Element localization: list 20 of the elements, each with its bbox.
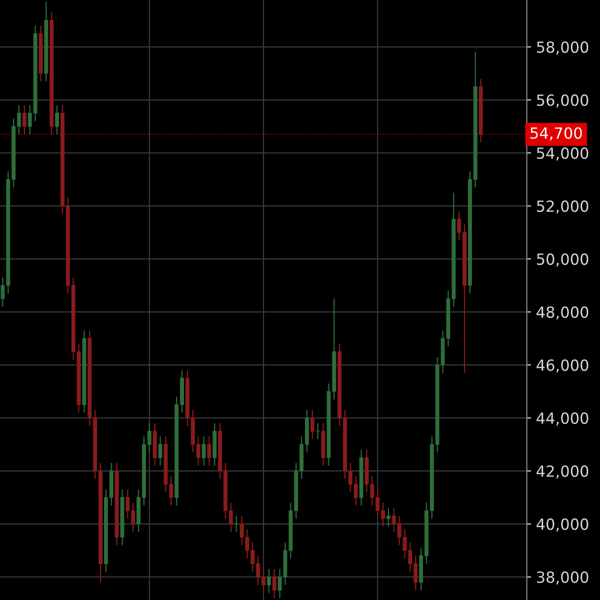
candlestick xyxy=(22,104,26,135)
y-tick-label: 42,000 xyxy=(536,465,588,479)
y-tick-label: 46,000 xyxy=(536,359,588,373)
candlestick xyxy=(207,436,212,466)
y-tick-label: 40,000 xyxy=(536,518,588,532)
y-tick-label: 38,000 xyxy=(536,571,588,585)
y-tick-label: 58,000 xyxy=(537,41,588,54)
candlestick xyxy=(266,568,271,594)
candlestick xyxy=(234,515,238,532)
y-tick-label: 52,000 xyxy=(537,200,588,214)
y-tick-label: 50,000 xyxy=(537,253,588,267)
y-tick-label: 54,000 xyxy=(537,147,588,160)
candlestick xyxy=(310,409,314,440)
y-tick-label: 44,000 xyxy=(536,412,588,426)
y-tick-label: 56,000 xyxy=(537,94,588,108)
candlestick xyxy=(272,568,276,599)
ref-line-label: 54,700 xyxy=(530,127,582,140)
candlestick xyxy=(55,104,60,135)
y-tick-label: 48,000 xyxy=(536,306,588,320)
candlestick xyxy=(386,507,390,528)
